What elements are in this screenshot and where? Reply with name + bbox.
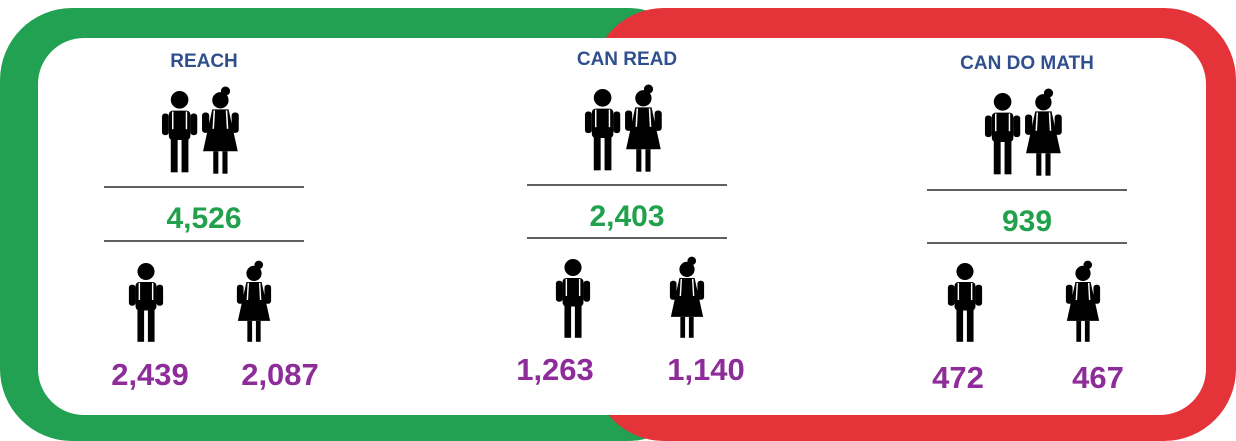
section-title: REACH [170, 51, 238, 72]
boys-count: 2,439 [111, 357, 189, 392]
total-count: 4,526 [166, 202, 241, 235]
girls-count: 467 [1072, 360, 1124, 395]
boys-count: 1,263 [516, 352, 594, 387]
panel [38, 38, 1206, 415]
section-title: CAN DO MATH [960, 53, 1094, 74]
girls-count: 1,140 [667, 352, 745, 387]
total-count: 2,403 [589, 200, 664, 233]
boys-count: 472 [932, 360, 984, 395]
section-title: CAN READ [577, 49, 677, 70]
total-count: 939 [1002, 205, 1052, 238]
girls-count: 2,087 [241, 357, 319, 392]
